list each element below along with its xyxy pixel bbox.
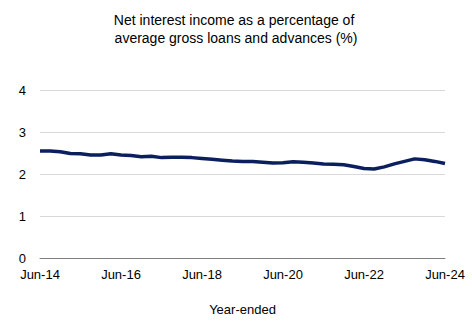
- svg-text:3: 3: [19, 125, 26, 140]
- svg-text:2: 2: [19, 167, 26, 182]
- svg-text:Jun-20: Jun-20: [263, 267, 303, 282]
- svg-text:Jun-18: Jun-18: [182, 267, 222, 282]
- svg-text:4: 4: [19, 83, 26, 98]
- svg-text:Jun-24: Jun-24: [425, 267, 465, 282]
- svg-text:0: 0: [19, 251, 26, 266]
- svg-text:1: 1: [19, 209, 26, 224]
- svg-text:Jun-14: Jun-14: [20, 267, 60, 282]
- svg-text:average gross loans and advanc: average gross loans and advances (%): [115, 30, 358, 46]
- svg-text:Jun-22: Jun-22: [344, 267, 384, 282]
- svg-text:Jun-16: Jun-16: [101, 267, 141, 282]
- svg-text:Net interest income as a perce: Net interest income as a percentage of: [114, 12, 358, 28]
- svg-text:Year-ended: Year-ended: [209, 302, 276, 317]
